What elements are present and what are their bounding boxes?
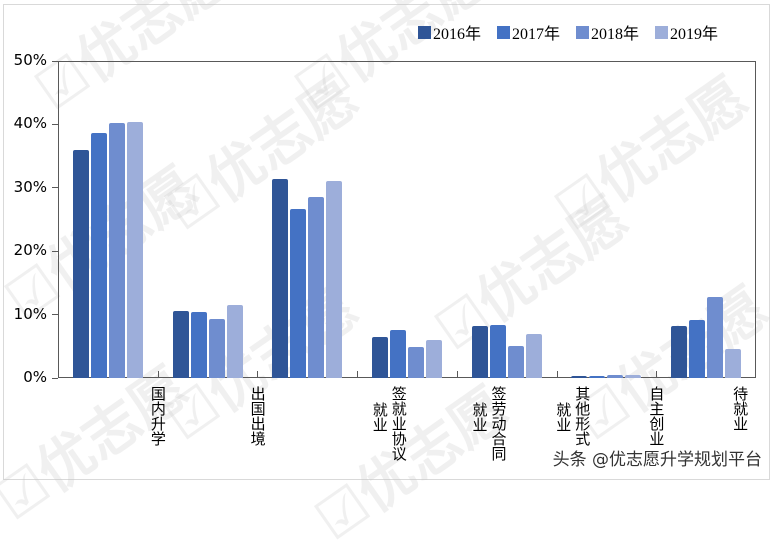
x-category-label-column: 国内升学 — [148, 386, 167, 446]
y-tick-label: 40% — [13, 114, 47, 133]
x-category-label: 待就业 — [700, 386, 750, 431]
bar-2017年 — [489, 325, 506, 378]
bar-2016年 — [671, 326, 688, 378]
y-tick-label: 30% — [13, 177, 47, 196]
y-tick — [52, 124, 58, 125]
bar-2018年 — [507, 346, 524, 378]
bar-2016年 — [72, 149, 89, 378]
bar-2019年 — [426, 339, 442, 378]
y-tick — [52, 61, 58, 62]
x-category-label-column: 待就业 — [731, 386, 750, 431]
x-category-label: 出国出境 — [202, 386, 267, 446]
bar-2019年 — [126, 121, 143, 378]
plot-area — [58, 61, 756, 378]
bar-2016年 — [571, 376, 588, 378]
y-tick — [52, 314, 58, 315]
chart-frame — [3, 4, 770, 480]
bar-2017年 — [390, 330, 406, 378]
legend-item: 2019年 — [655, 20, 718, 44]
y-tick-label: 20% — [13, 241, 47, 260]
bar-2019年 — [226, 305, 243, 378]
x-category-label-column: 签劳动合同 — [489, 386, 508, 461]
bar-2018年 — [408, 346, 424, 378]
x-tick — [457, 371, 458, 378]
x-category-label: 国内升学 — [102, 386, 167, 446]
legend-swatch — [655, 25, 669, 39]
bar-2018年 — [707, 296, 724, 378]
x-category-label: 其他形式 就业 — [491, 386, 592, 446]
legend-swatch — [576, 25, 590, 39]
legend-label: 2017年 — [512, 26, 561, 43]
bar-2019年 — [326, 180, 343, 378]
bar-2019年 — [725, 348, 742, 378]
x-category-label-column: 自主创业 — [647, 386, 666, 446]
x-category-label-column: 就业 — [554, 402, 573, 432]
x-tick — [557, 371, 558, 378]
legend-item: 2016年 — [418, 20, 481, 44]
legend-label: 2016年 — [433, 26, 482, 43]
legend-label: 2018年 — [591, 26, 640, 43]
bar-2016年 — [172, 310, 189, 378]
x-category-label-column: 就业 — [370, 402, 389, 432]
x-tick — [357, 371, 358, 378]
y-tick-label: 0% — [23, 368, 47, 386]
legend-swatch — [418, 25, 431, 39]
bar-2016年 — [471, 326, 488, 378]
bar-2017年 — [589, 376, 606, 378]
x-category-label-column: 其他形式 — [573, 386, 592, 446]
legend-item: 2017年 — [497, 20, 560, 44]
x-tick — [257, 371, 258, 378]
legend-label: 2019年 — [670, 26, 719, 43]
legend-item: 2018年 — [576, 20, 639, 44]
bar-2018年 — [607, 374, 624, 378]
bar-2019年 — [525, 334, 542, 378]
bar-2019年 — [625, 374, 642, 378]
y-tick — [52, 187, 58, 188]
bar-2016年 — [372, 336, 388, 378]
y-tick — [52, 251, 58, 252]
x-tick — [158, 371, 159, 378]
x-category-label: 自主创业 — [600, 386, 666, 446]
y-tick-label: 50% — [13, 51, 47, 69]
bar-2018年 — [108, 123, 125, 378]
watermark-credit: 头条 @优志愿升学规划平台 — [552, 450, 762, 470]
bar-2017年 — [190, 312, 207, 378]
bar-2017年 — [290, 208, 307, 378]
bar-2018年 — [208, 319, 225, 378]
x-category-label: 签劳动合同 就业 — [392, 386, 508, 461]
x-category-label: 签就业协议 就业 — [292, 386, 408, 461]
bar-2017年 — [689, 320, 706, 378]
x-category-label-column: 签就业协议 — [389, 386, 408, 461]
bar-2018年 — [308, 197, 325, 378]
x-category-label-column: 出国出境 — [248, 386, 267, 446]
x-tick — [656, 371, 657, 378]
legend-swatch — [497, 25, 511, 39]
y-tick — [52, 378, 58, 379]
y-tick-label: 10% — [13, 304, 47, 323]
x-category-label-column: 就业 — [470, 402, 489, 432]
bar-2016年 — [272, 178, 289, 378]
bar-2017年 — [90, 133, 107, 378]
legend: 2016年 2017年 2018年 2019年 — [418, 20, 718, 44]
